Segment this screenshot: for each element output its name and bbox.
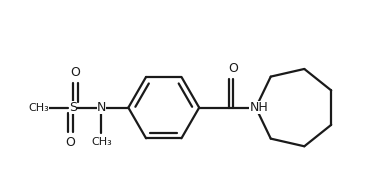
Text: CH₃: CH₃: [29, 103, 50, 113]
Text: NH: NH: [249, 101, 268, 114]
Text: O: O: [228, 62, 238, 75]
Text: O: O: [66, 136, 75, 149]
Text: CH₃: CH₃: [91, 137, 112, 147]
Text: N: N: [97, 101, 106, 114]
Text: S: S: [69, 101, 77, 114]
Text: O: O: [71, 66, 81, 79]
